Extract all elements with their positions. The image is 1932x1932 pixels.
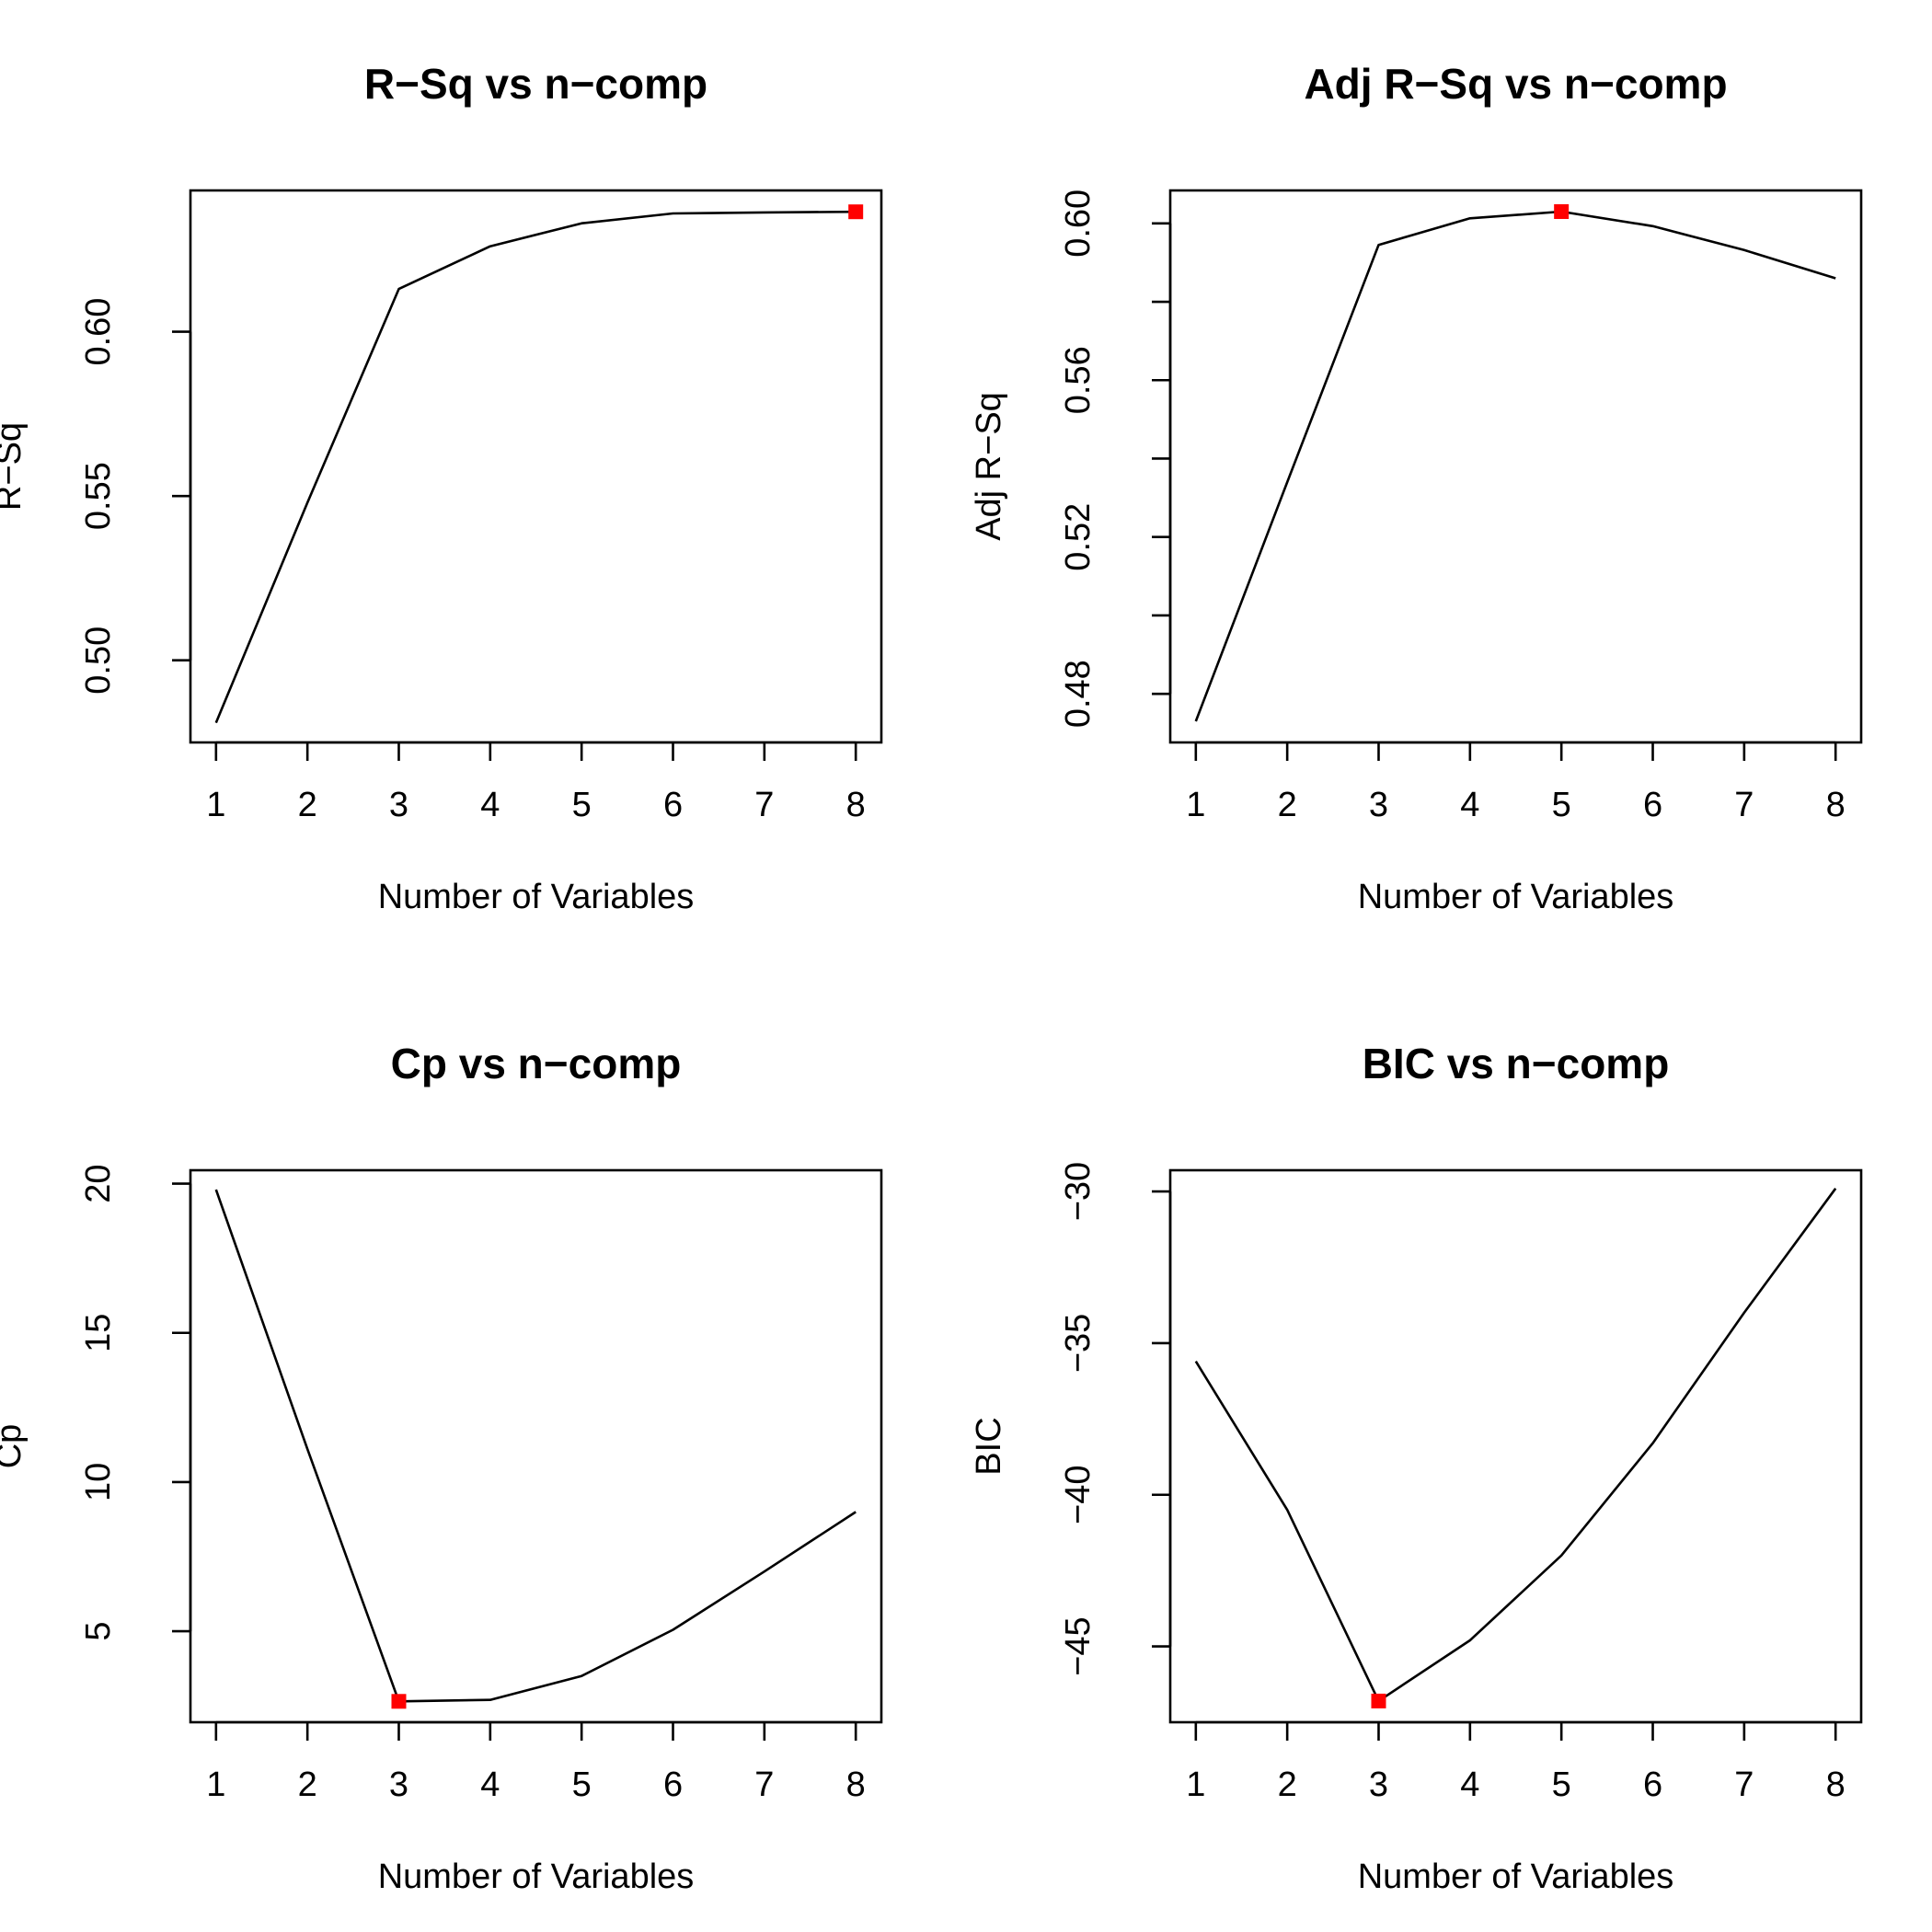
panel-cp: Cp vs n−comp Number of Variables Cp 1 2 3 4… [0,1040,883,1896]
y-tick-label: 0.56 [1059,346,1098,414]
optimum-marker [1554,204,1570,220]
x-tick-label: 8 [846,1765,866,1804]
optimum-marker [391,1694,407,1709]
y-tick-label: −35 [1059,1314,1098,1373]
chart-title: BIC vs n−comp [1363,1040,1670,1087]
x-tick-label: 4 [1460,786,1479,824]
x-tick-label: 3 [389,1765,408,1804]
x-tick-label: 1 [1186,1765,1205,1804]
x-tick-label: 7 [754,786,774,824]
y-tick-label: 0.60 [1059,190,1098,258]
x-tick-label: 1 [206,786,225,824]
x-tick-label: 1 [1186,786,1205,824]
x-axis-label: Number of Variables [378,1857,695,1896]
y-axis-label: Cp [0,1424,29,1469]
x-tick-label: 7 [1734,1765,1754,1804]
panel-adj-r-sq: Adj R−Sq vs n−comp Number of Variables A… [970,60,1863,916]
x-tick-label: 5 [1552,786,1571,824]
x-tick-label: 8 [1826,786,1846,824]
x-tick-label: 5 [572,786,592,824]
x-tick-label: 2 [1278,786,1297,824]
x-tick-label: 5 [1552,1765,1571,1804]
x-tick-label: 6 [1643,786,1662,824]
series-line [1194,1188,1837,1703]
x-tick-label: 3 [1369,1765,1388,1804]
y-tick-label: 10 [79,1463,118,1501]
x-axis-label: Number of Variables [1358,878,1674,916]
y-tick-label: 0.48 [1059,660,1098,728]
plot-frame [189,1168,883,1724]
y-tick-label: −45 [1059,1616,1098,1675]
x-tick-label: 2 [298,1765,317,1804]
y-tick-label: 20 [79,1164,118,1202]
chart-title: R−Sq vs n−comp [364,60,707,108]
x-tick-label: 6 [1643,1765,1662,1804]
panel-r-sq: R−Sq vs n−comp Number of Variables R−Sq … [0,60,883,916]
x-tick-label: 6 [663,1765,683,1804]
y-tick-label: −40 [1059,1466,1098,1524]
y-axis-label: BIC [970,1417,1008,1475]
x-tick-label: 1 [206,1765,225,1804]
plot-frame [1168,189,1863,744]
x-tick-label: 3 [389,786,408,824]
x-tick-label: 2 [1278,1765,1297,1804]
x-tick-label: 4 [1460,1765,1479,1804]
x-tick-label: 6 [663,786,683,824]
y-tick-label: 0.60 [79,298,118,366]
plot-frame [189,189,883,744]
x-tick-label: 8 [846,786,866,824]
x-tick-label: 4 [480,786,500,824]
series-line [214,210,857,724]
optimum-marker [848,204,864,220]
y-axis-label: R−Sq [0,422,29,511]
y-axis-label: Adj R−Sq [970,392,1008,541]
y-tick-label: 0.50 [79,627,118,695]
x-tick-label: 3 [1369,786,1388,824]
series-line [1194,210,1836,722]
x-tick-label: 7 [1734,786,1754,824]
plot-frame [1168,1168,1863,1724]
x-tick-label: 4 [480,1765,500,1804]
x-tick-label: 5 [572,1765,592,1804]
y-tick-label: 0.52 [1059,503,1098,571]
optimum-marker [1371,1693,1386,1708]
x-tick-label: 7 [754,1765,774,1804]
y-tick-label: 15 [79,1314,118,1352]
y-tick-label: 5 [79,1622,118,1641]
chart-title: Adj R−Sq vs n−comp [1304,60,1727,108]
x-axis-label: Number of Variables [1358,1857,1674,1896]
chart-title: Cp vs n−comp [391,1040,682,1087]
y-tick-label: 0.55 [79,462,118,530]
x-tick-label: 2 [298,786,317,824]
x-axis-label: Number of Variables [378,878,695,916]
series-line [214,1189,857,1703]
y-tick-label: −30 [1059,1162,1098,1221]
x-tick-label: 8 [1826,1765,1846,1804]
panel-bic: BIC vs n−comp Number of Variables BIC 1 2… [970,1040,1863,1896]
